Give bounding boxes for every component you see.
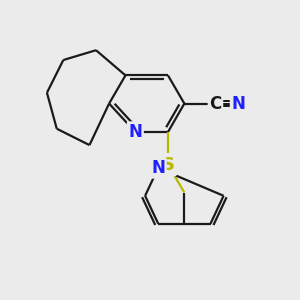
Text: C: C <box>209 94 222 112</box>
Text: N: N <box>231 94 245 112</box>
Text: N: N <box>128 123 142 141</box>
Text: S: S <box>161 156 175 174</box>
Text: N: N <box>151 159 165 177</box>
